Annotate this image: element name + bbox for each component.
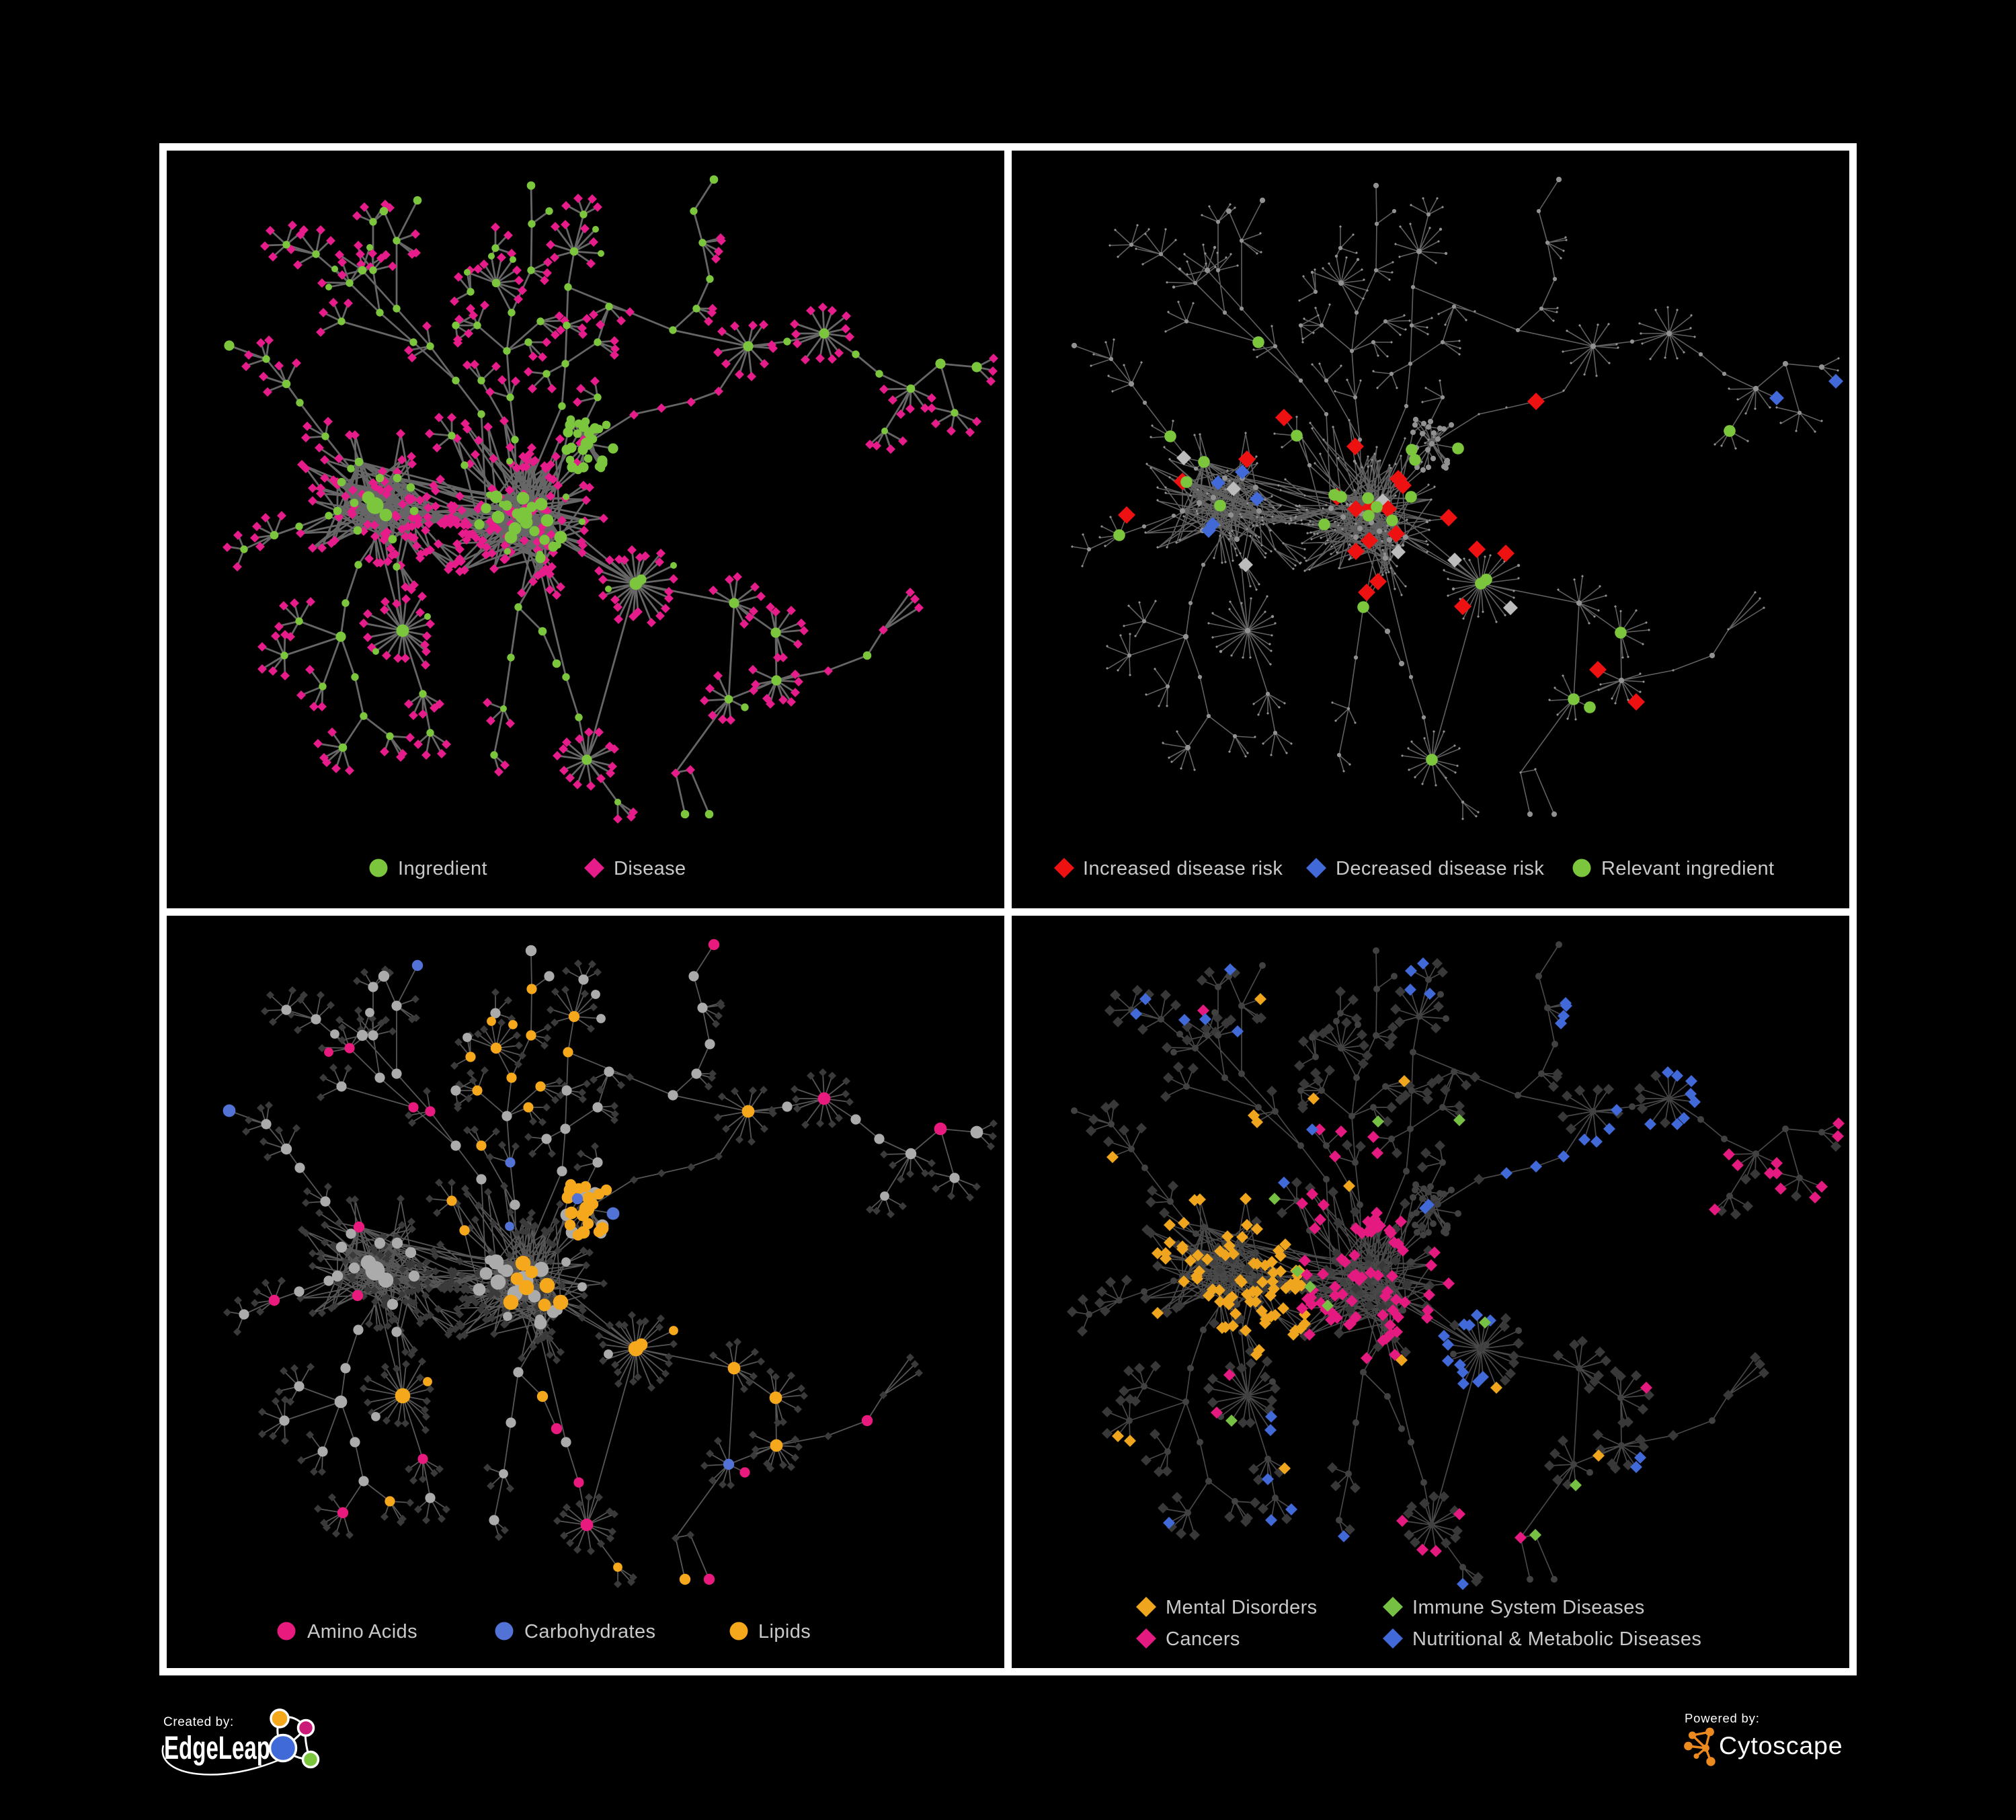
svg-text:Nutritional & Metabolic Diseas: Nutritional & Metabolic Diseases — [1412, 1628, 1701, 1650]
svg-text:Powered by:: Powered by: — [1685, 1711, 1760, 1725]
svg-text:Cytoscape: Cytoscape — [1719, 1731, 1843, 1759]
svg-text:EdgeLeap: EdgeLeap — [164, 1731, 270, 1766]
svg-text:Carbohydrates: Carbohydrates — [524, 1621, 655, 1643]
svg-text:Amino Acids: Amino Acids — [307, 1621, 417, 1643]
svg-text:Disease: Disease — [614, 858, 686, 879]
svg-text:Mental Disorders: Mental Disorders — [1166, 1597, 1318, 1618]
svg-text:Ingredient: Ingredient — [398, 858, 487, 879]
svg-text:Cancers: Cancers — [1166, 1628, 1240, 1650]
svg-text:Lipids: Lipids — [758, 1621, 811, 1643]
svg-text:Decreased disease risk: Decreased disease risk — [1336, 858, 1544, 879]
svg-text:Relevant ingredient: Relevant ingredient — [1601, 858, 1774, 879]
svg-text:Created by:: Created by: — [163, 1715, 234, 1729]
svg-text:Increased disease risk: Increased disease risk — [1083, 858, 1283, 879]
svg-text:Immune System Diseases: Immune System Diseases — [1412, 1597, 1645, 1618]
